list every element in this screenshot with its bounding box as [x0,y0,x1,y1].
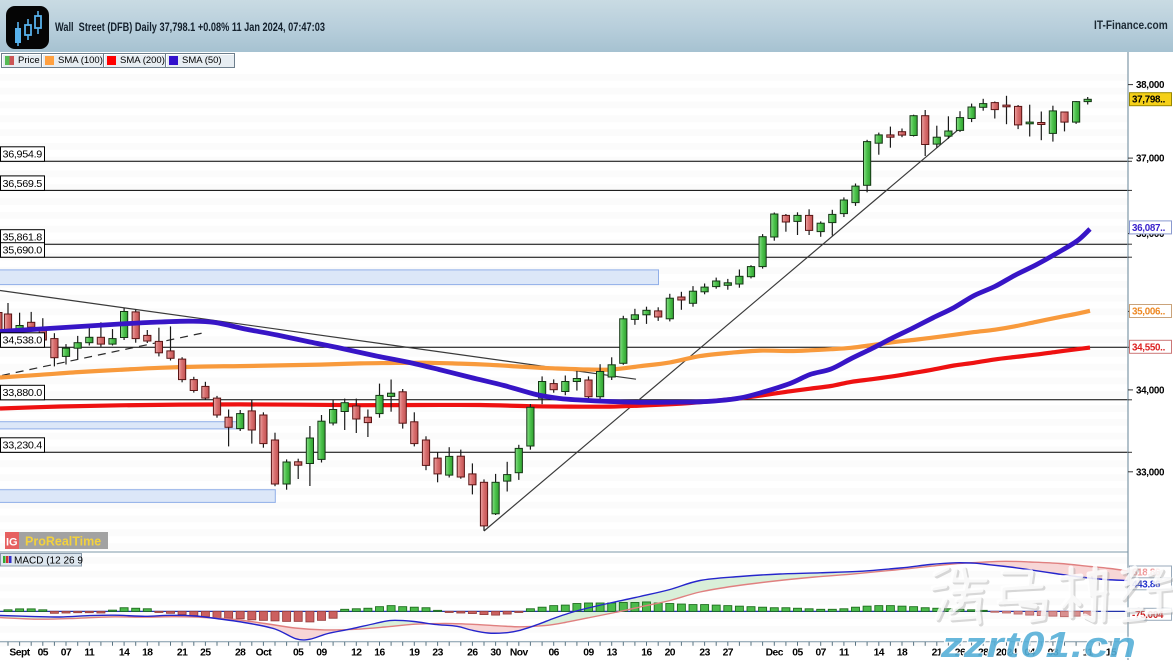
svg-text:34,538.0: 34,538.0 [3,336,43,347]
svg-text:zzrt01.cn: zzrt01.cn [940,624,1137,660]
svg-text:18: 18 [142,648,153,659]
svg-text:14: 14 [874,648,885,659]
svg-text:27: 27 [723,648,734,659]
svg-text:06: 06 [548,648,559,659]
svg-text:18: 18 [897,648,908,659]
svg-text:15: 15 [1106,648,1117,659]
svg-text:04: 04 [1024,648,1035,659]
svg-text:MACD (12 26 9: MACD (12 26 9 [14,556,83,567]
svg-text:28: 28 [235,648,246,659]
svg-text:33,000: 33,000 [1136,467,1165,478]
svg-text:35,861.8: 35,861.8 [3,233,43,244]
svg-text:38,000: 38,000 [1136,80,1165,91]
svg-text:Sept: Sept [9,648,30,659]
svg-text:34,550..: 34,550.. [1132,342,1166,353]
svg-text:26: 26 [955,648,966,659]
svg-text:23: 23 [432,648,443,659]
svg-text:09: 09 [583,648,594,659]
svg-text:34,000: 34,000 [1136,385,1165,396]
svg-text:Dec: Dec [766,648,784,659]
svg-text:07: 07 [61,648,72,659]
svg-text:35,006..: 35,006.. [1132,307,1166,318]
svg-text:618.86: 618.86 [1132,568,1161,579]
svg-text:08: 08 [1048,648,1059,659]
svg-text:19: 19 [409,648,420,659]
svg-text:16: 16 [374,648,385,659]
svg-text:37,798..: 37,798.. [1132,95,1166,106]
svg-text:36,087..: 36,087.. [1132,223,1166,234]
svg-text:23: 23 [699,648,710,659]
svg-text:30: 30 [490,648,501,659]
svg-text:-75.004: -75.004 [1132,610,1164,621]
svg-text:2024: 2024 [996,648,1018,659]
svg-text:05: 05 [792,648,803,659]
svg-text:36,569.5: 36,569.5 [3,179,43,190]
svg-text:12: 12 [351,648,362,659]
svg-text:09: 09 [316,648,327,659]
svg-text:33,880.0: 33,880.0 [3,388,43,399]
svg-text:05: 05 [293,648,304,659]
svg-text:21: 21 [932,648,943,659]
svg-text:ProRealTime: ProRealTime [25,535,101,549]
svg-text:13: 13 [606,648,617,659]
svg-text:11: 11 [839,648,850,659]
svg-text:11: 11 [84,648,95,659]
svg-text:28: 28 [978,648,989,659]
svg-text:26: 26 [467,648,478,659]
svg-text:37,000: 37,000 [1136,154,1165,165]
svg-text:Nov: Nov [510,648,529,659]
svg-text:443.86: 443.86 [1132,579,1161,590]
svg-text:14: 14 [119,648,130,659]
svg-text:20: 20 [665,648,676,659]
svg-text:36,954.9: 36,954.9 [3,150,43,161]
svg-text:33,230.4: 33,230.4 [3,441,43,452]
svg-text:IG: IG [6,537,18,549]
svg-text:25: 25 [200,648,211,659]
svg-text:Oct: Oct [256,648,273,659]
svg-text:35,690.0: 35,690.0 [3,246,43,257]
svg-text:21: 21 [177,648,188,659]
svg-text:16: 16 [641,648,652,659]
svg-text:07: 07 [815,648,826,659]
svg-text:05: 05 [38,648,49,659]
svg-text:11: 11 [1083,648,1094,659]
svg-text:36,000: 36,000 [1136,229,1165,240]
